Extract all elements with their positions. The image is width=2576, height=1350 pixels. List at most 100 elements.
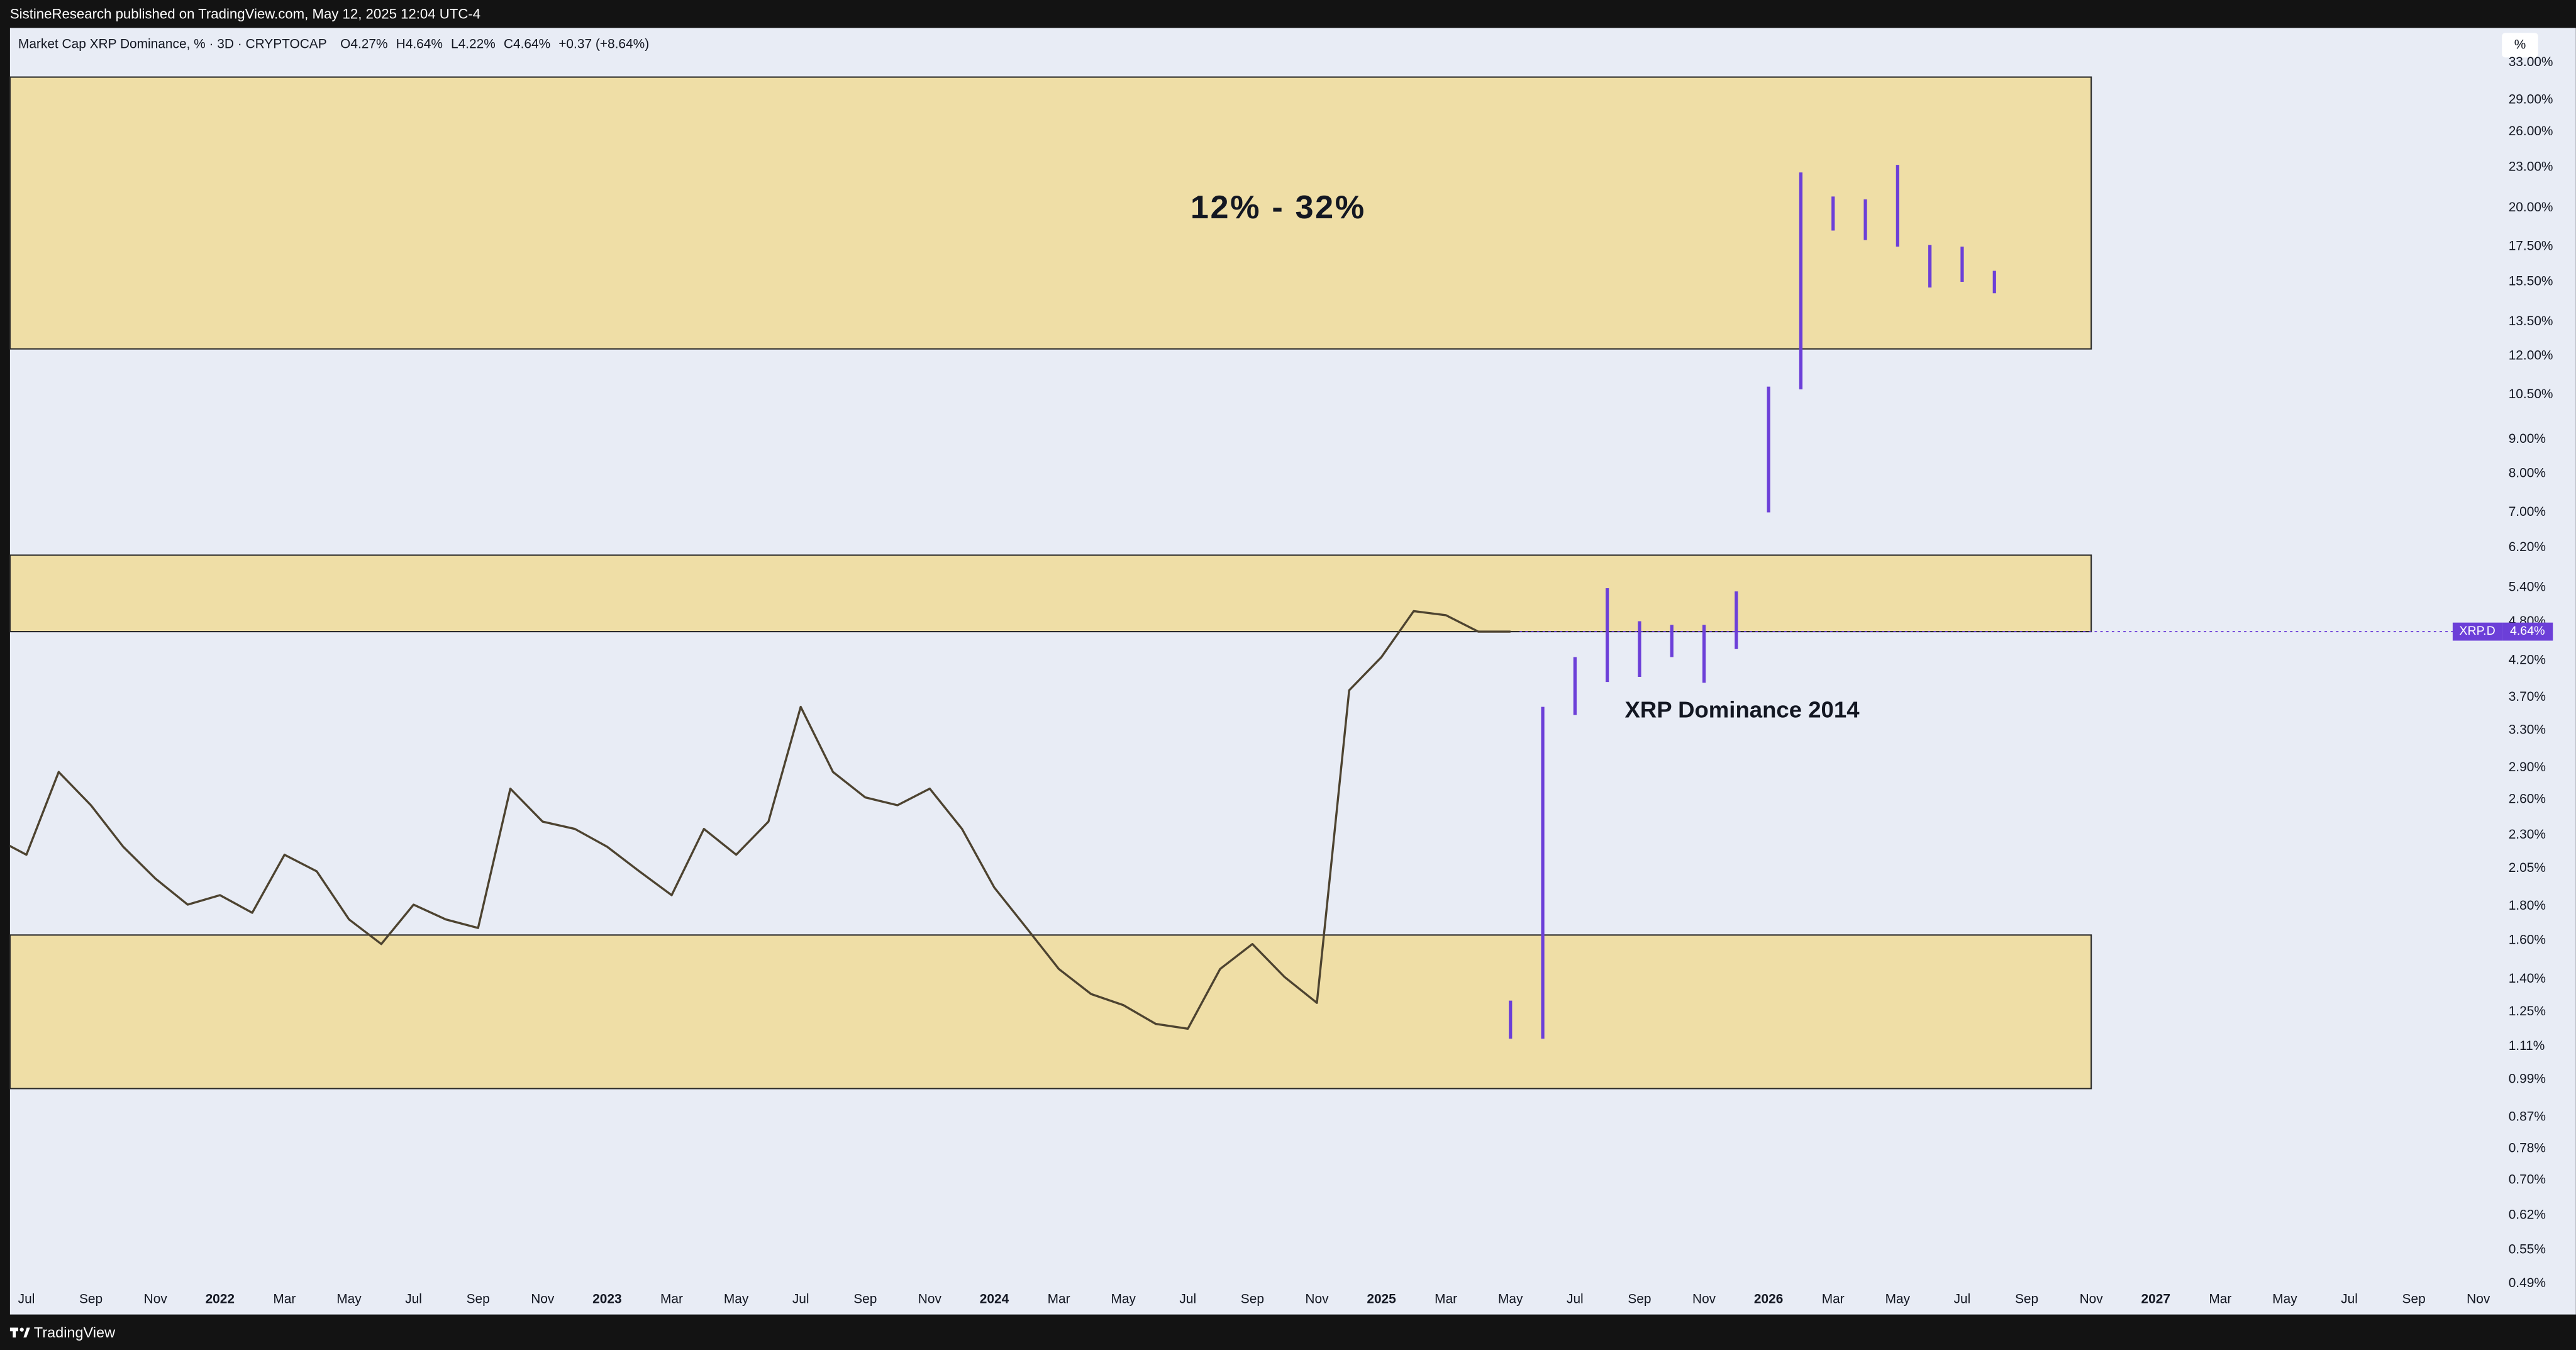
x-tick-label: Nov — [1305, 1292, 1329, 1307]
last-price-badge — [2502, 622, 2553, 641]
x-tick-label: Jul — [1954, 1292, 1971, 1307]
x-tick-label: Jul — [1567, 1292, 1584, 1307]
x-tick-label: Sep — [1241, 1292, 1264, 1307]
price-line — [9, 610, 1511, 1030]
x-tick-label: 2025 — [1367, 1292, 1396, 1307]
x-tick-label: Jul — [405, 1292, 422, 1307]
y-tick-label: 29.00% — [2509, 92, 2553, 107]
zone — [9, 76, 2092, 350]
x-tick-label: 2027 — [2141, 1292, 2170, 1307]
legend-value: 4.64% — [406, 36, 443, 51]
legend-key: L — [451, 36, 458, 51]
y-tick-label: 5.40% — [2509, 580, 2546, 594]
y-tick-label: 13.50% — [2509, 314, 2553, 328]
scale-button-label[interactable]: % — [2514, 37, 2526, 52]
logo-part — [13, 1327, 16, 1338]
x-tick-label: Sep — [2402, 1292, 2426, 1307]
last-price-badge — [2452, 622, 2502, 641]
y-tick-label: 7.00% — [2509, 505, 2546, 519]
last-price-name: XRP.D — [2459, 624, 2495, 638]
x-tick-label: Jul — [2341, 1292, 2358, 1307]
y-tick-label: 3.70% — [2509, 689, 2546, 704]
x-tick-label: Mar — [1435, 1292, 1457, 1307]
x-tick-label: Nov — [144, 1292, 168, 1307]
y-tick-label: 20.00% — [2509, 200, 2553, 215]
y-tick-label: 2.30% — [2509, 827, 2546, 842]
y-tick-label: 1.40% — [2509, 971, 2546, 986]
x-tick-label: Sep — [2015, 1292, 2038, 1307]
y-tick-label: 1.60% — [2509, 932, 2546, 947]
y-tick-label: 1.25% — [2509, 1004, 2546, 1018]
x-tick-label: Nov — [2080, 1292, 2104, 1307]
logo-part — [23, 1327, 30, 1338]
y-tick-label: 0.70% — [2509, 1173, 2546, 1187]
x-tick-label: Jul — [18, 1292, 35, 1307]
y-tick-label: 10.50% — [2509, 387, 2553, 401]
zone — [9, 554, 2092, 633]
y-tick-label: 2.60% — [2509, 792, 2546, 806]
y-tick-label: 4.20% — [2509, 653, 2546, 667]
y-tick-label: 17.50% — [2509, 239, 2553, 254]
x-tick-label: Mar — [273, 1292, 296, 1307]
x-tick-label: Nov — [918, 1292, 942, 1307]
scale-button[interactable] — [2502, 33, 2538, 58]
x-tick-label: 2023 — [592, 1292, 621, 1307]
x-tick-label: Jul — [1179, 1292, 1196, 1307]
price-axis: 33.00% 29.00% 26.00% 23.00% 20.00% 17.50% 15.5… — [2509, 55, 2553, 1290]
x-tick-label: May — [1885, 1292, 1911, 1307]
legend-value: 4.27% — [350, 36, 387, 51]
x-tick-label: 2022 — [206, 1292, 235, 1307]
x-tick-label: Nov — [2467, 1292, 2490, 1307]
x-tick-label: Nov — [531, 1292, 555, 1307]
y-tick-label: 26.00% — [2509, 124, 2553, 138]
x-tick-label: Sep — [467, 1292, 490, 1307]
legend-key: O — [340, 36, 350, 51]
x-tick-label: Mar — [2209, 1292, 2231, 1307]
legend: Market Cap XRP Dominance, % · 3D · CRYPT… — [18, 36, 649, 51]
y-tick-label: 0.62% — [2509, 1207, 2546, 1222]
y-tick-label: 15.50% — [2509, 274, 2553, 289]
x-tick-label: May — [724, 1292, 749, 1307]
legend-key: H — [396, 36, 406, 51]
last-price-value: 4.64% — [2510, 624, 2545, 638]
y-tick-label: 9.00% — [2509, 432, 2546, 446]
legend-value: 4.64% — [513, 36, 550, 51]
legend-title: Market Cap XRP Dominance, % · 3D · CRYPT… — [18, 36, 327, 51]
x-tick-label: May — [1498, 1292, 1523, 1307]
legend-change: +0.37 (+8.64%) — [558, 36, 649, 51]
x-tick-label: May — [2272, 1292, 2297, 1307]
x-tick-label: Sep — [79, 1292, 103, 1307]
y-tick-label: 33.00% — [2509, 55, 2553, 69]
y-tick-label: 0.87% — [2509, 1109, 2546, 1124]
y-tick-label: 8.00% — [2509, 466, 2546, 480]
legend-value: 4.22% — [458, 36, 496, 51]
footer-logo — [9, 1327, 30, 1338]
x-tick-label: Jul — [792, 1292, 809, 1307]
y-tick-label: 1.80% — [2509, 898, 2546, 913]
x-tick-label: 2024 — [980, 1292, 1009, 1307]
x-tick-label: May — [1111, 1292, 1136, 1307]
logo-part — [19, 1327, 24, 1332]
y-tick-label: 2.05% — [2509, 861, 2546, 875]
footer-brand: TradingView — [34, 1324, 116, 1341]
legend-key: C — [504, 36, 513, 51]
x-tick-label: May — [336, 1292, 362, 1307]
x-tick-label: Mar — [1822, 1292, 1845, 1307]
y-tick-label: 0.49% — [2509, 1276, 2546, 1290]
x-tick-label: Nov — [1692, 1292, 1716, 1307]
y-tick-label: 0.78% — [2509, 1141, 2546, 1156]
x-tick-label: Mar — [1048, 1292, 1070, 1307]
zone-annotation: 12% - 32% — [1191, 189, 1366, 226]
y-tick-label: 2.90% — [2509, 760, 2546, 774]
series-annotation: XRP Dominance 2014 — [1624, 697, 1860, 723]
publish-info: SistineResearch published on TradingView… — [10, 6, 480, 21]
x-tick-label: Sep — [853, 1292, 877, 1307]
y-tick-label: 12.00% — [2509, 349, 2553, 363]
y-tick-label: 0.99% — [2509, 1072, 2546, 1086]
y-tick-label: 1.11% — [2509, 1039, 2545, 1053]
y-tick-label: 23.00% — [2509, 160, 2553, 174]
x-tick-label: Sep — [1628, 1292, 1651, 1307]
